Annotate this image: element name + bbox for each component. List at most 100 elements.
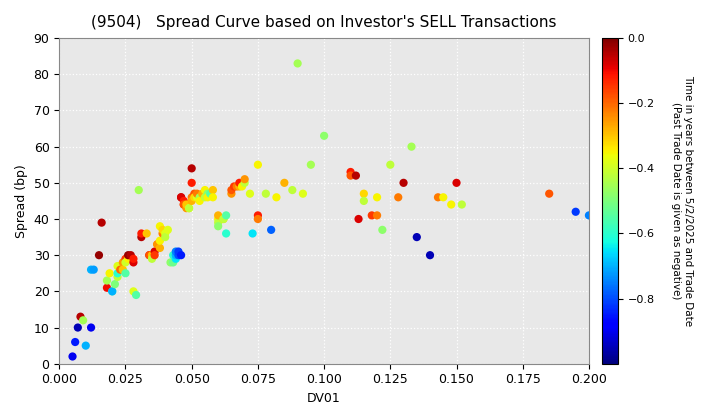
Point bbox=[80, 342, 91, 349]
Point bbox=[157, 226, 168, 233]
Y-axis label: Spread (bp): Spread (bp) bbox=[15, 164, 28, 238]
Point bbox=[345, 168, 356, 175]
Point bbox=[120, 255, 131, 262]
Point bbox=[178, 197, 189, 204]
Point bbox=[186, 197, 197, 204]
Point bbox=[154, 223, 166, 230]
Point bbox=[233, 183, 245, 190]
Point bbox=[212, 219, 224, 226]
Point bbox=[149, 248, 161, 255]
Point bbox=[194, 197, 205, 204]
Point bbox=[271, 194, 282, 201]
Point bbox=[154, 237, 166, 244]
Point bbox=[244, 190, 256, 197]
Point bbox=[212, 223, 224, 230]
Point bbox=[135, 234, 147, 241]
Point bbox=[220, 230, 232, 237]
Point bbox=[167, 252, 179, 259]
Point bbox=[392, 194, 404, 201]
Point bbox=[146, 255, 158, 262]
Point bbox=[117, 259, 129, 266]
Point bbox=[109, 281, 121, 287]
Point bbox=[432, 194, 444, 201]
Point bbox=[192, 190, 203, 197]
Point bbox=[189, 194, 200, 201]
Title: (9504)   Spread Curve based on Investor's SELL Transactions: (9504) Spread Curve based on Investor's … bbox=[91, 15, 557, 30]
Point bbox=[406, 143, 418, 150]
Point bbox=[125, 252, 137, 259]
Point bbox=[112, 273, 123, 280]
Point bbox=[287, 187, 298, 194]
Point bbox=[85, 266, 96, 273]
Point bbox=[133, 187, 145, 194]
Point bbox=[157, 230, 168, 237]
Point bbox=[204, 190, 216, 197]
Point bbox=[178, 201, 189, 208]
Point bbox=[176, 194, 187, 201]
Point bbox=[239, 176, 251, 183]
Point bbox=[372, 212, 383, 219]
Point bbox=[151, 241, 163, 248]
Point bbox=[189, 190, 200, 197]
Point bbox=[292, 60, 303, 67]
Point bbox=[212, 212, 224, 219]
Point bbox=[279, 179, 290, 186]
Point bbox=[252, 161, 264, 168]
Point bbox=[107, 288, 118, 295]
Point bbox=[217, 215, 229, 222]
Point bbox=[96, 219, 107, 226]
Point bbox=[114, 266, 126, 273]
Point bbox=[397, 179, 409, 186]
Point bbox=[220, 212, 232, 219]
Point bbox=[199, 194, 211, 201]
Point bbox=[120, 270, 131, 277]
Point bbox=[411, 234, 423, 241]
Point bbox=[141, 230, 153, 237]
Point bbox=[358, 197, 369, 204]
Point bbox=[173, 252, 184, 259]
Point bbox=[176, 194, 187, 201]
Point bbox=[170, 248, 181, 255]
Point bbox=[186, 165, 197, 172]
Point bbox=[107, 288, 118, 295]
Point bbox=[184, 205, 195, 212]
Point bbox=[305, 161, 317, 168]
Point bbox=[544, 190, 555, 197]
Point bbox=[239, 179, 251, 186]
Point bbox=[104, 270, 115, 277]
Point bbox=[318, 132, 330, 139]
Point bbox=[127, 255, 139, 262]
Point bbox=[186, 179, 197, 186]
Point bbox=[202, 190, 213, 197]
Point bbox=[438, 194, 449, 201]
Point bbox=[233, 179, 245, 186]
Point bbox=[353, 215, 364, 222]
Point bbox=[228, 183, 240, 190]
Point bbox=[112, 270, 123, 277]
Point bbox=[194, 194, 205, 201]
Point bbox=[225, 187, 237, 194]
Point bbox=[366, 212, 377, 219]
Point bbox=[184, 205, 195, 212]
Point bbox=[170, 252, 181, 259]
Point bbox=[122, 252, 134, 259]
Point bbox=[178, 201, 189, 208]
Point bbox=[102, 284, 113, 291]
Point bbox=[159, 234, 171, 241]
Point bbox=[252, 215, 264, 222]
X-axis label: DV01: DV01 bbox=[307, 392, 341, 405]
Point bbox=[372, 194, 383, 201]
Point bbox=[146, 252, 158, 259]
Point bbox=[176, 252, 187, 259]
Point bbox=[117, 266, 129, 273]
Point bbox=[159, 230, 171, 237]
Point bbox=[112, 262, 123, 269]
Point bbox=[167, 259, 179, 266]
Point bbox=[345, 172, 356, 179]
Point bbox=[199, 187, 211, 194]
Point bbox=[217, 215, 229, 222]
Point bbox=[186, 194, 197, 201]
Point bbox=[120, 259, 131, 266]
Point bbox=[181, 201, 192, 208]
Point bbox=[451, 179, 462, 186]
